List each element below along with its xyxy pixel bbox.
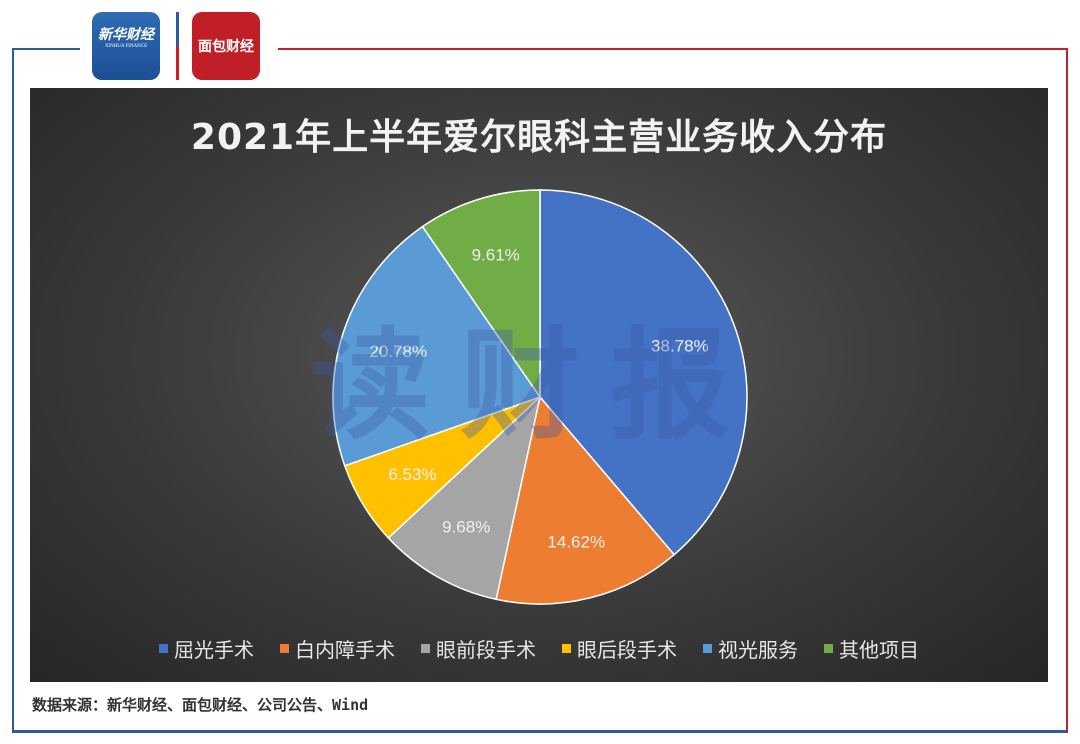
legend-label: 视光服务 (718, 638, 798, 662)
legend: 屈光手术 白内障手术 眼前段手术 眼后段手术 视光服务 其他项目 (30, 634, 1048, 663)
legend-swatch (562, 644, 571, 653)
legend-item: 眼后段手术 (562, 634, 677, 663)
pie-slice-1 (539, 189, 748, 556)
legend-swatch (280, 644, 289, 653)
legend-swatch (421, 644, 430, 653)
pie-slice-2 (495, 395, 676, 605)
data-label: 9.61% (472, 246, 520, 265)
logo-text-en: XINHUA FINANCE (104, 44, 148, 49)
logo-text: 新华财经 (98, 27, 154, 43)
legend-swatch (703, 644, 712, 653)
legend-item: 白内障手术 (280, 634, 395, 663)
pie-chart: 38.78% 14.62% 9.68% 6.53% 20.78% 9.61% (332, 189, 748, 605)
frame-left (12, 48, 14, 732)
data-label: 6.53% (388, 465, 436, 484)
frame-top-left (12, 48, 80, 50)
chart-area: 38.78% 14.62% 9.68% 6.53% 20.78% 9.61% 读财报 20… (30, 88, 1048, 682)
legend-item: 眼前段手术 (421, 634, 536, 663)
legend-item: 其他项目 (824, 634, 919, 663)
logo-divider (176, 12, 179, 80)
chart-title: 2021年上半年爱尔眼科主营业务收入分布 (190, 117, 888, 158)
source-note: 数据来源：新华财经、面包财经、公司公告、Wind (32, 696, 369, 714)
frame-right (1066, 48, 1068, 732)
data-label: 38.78% (651, 337, 709, 356)
legend-item: 屈光手术 (159, 634, 254, 663)
data-label: 9.68% (442, 518, 490, 537)
legend-label: 其他项目 (839, 638, 919, 662)
legend-label: 白内障手术 (295, 638, 395, 662)
data-label: 14.62% (547, 533, 605, 552)
data-label: 20.78% (369, 342, 427, 361)
pie-slice-5 (332, 225, 542, 467)
legend-label: 眼后段手术 (577, 638, 677, 662)
xinhua-finance-logo: 新华财经 XINHUA FINANCE (92, 12, 160, 80)
logo-text: 面包财经 (198, 39, 254, 55)
frame-bottom (12, 730, 1068, 733)
pie-slice-6 (421, 189, 541, 400)
legend-item: 视光服务 (703, 634, 798, 663)
frame-top-right (278, 48, 1068, 50)
legend-swatch (159, 644, 168, 653)
legend-label: 屈光手术 (174, 638, 254, 662)
pie-slice-3 (387, 394, 542, 601)
mianbao-finance-logo: 面包财经 (192, 12, 260, 80)
legend-label: 眼前段手术 (436, 638, 536, 662)
legend-swatch (824, 644, 833, 653)
